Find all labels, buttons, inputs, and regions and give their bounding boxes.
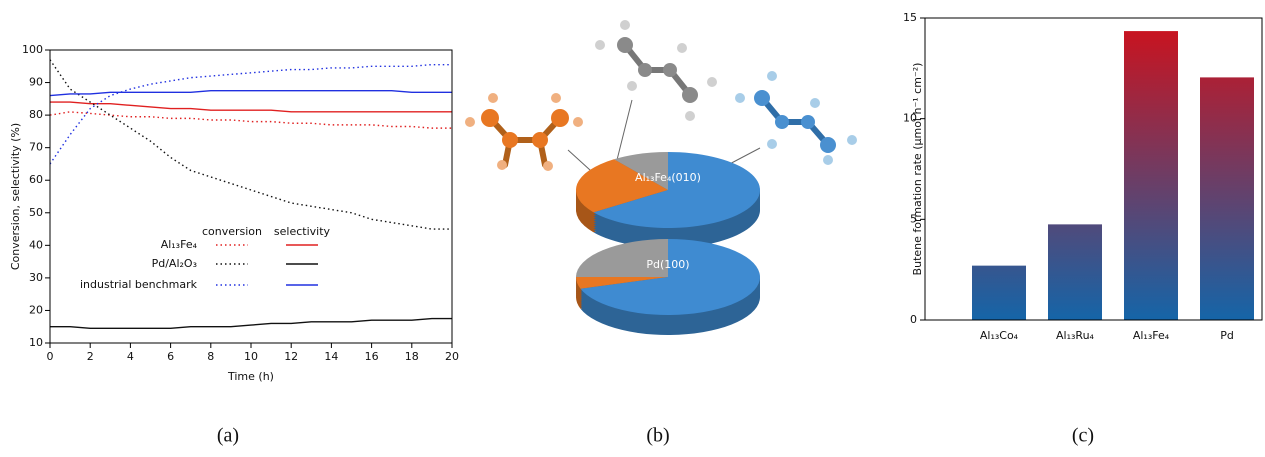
y-tick-label: 5 bbox=[910, 212, 917, 225]
pie-slice bbox=[613, 152, 668, 190]
bar bbox=[972, 265, 1026, 320]
plot-frame bbox=[49, 49, 453, 344]
x-tick-label: 12 bbox=[284, 350, 298, 363]
y-tick-label: 60 bbox=[29, 173, 43, 186]
y-tick-label: 0 bbox=[910, 313, 917, 326]
y-tick-label: 10 bbox=[903, 112, 917, 125]
pie-slice bbox=[580, 239, 760, 315]
y-axis-label: Butene formation rate (µmol h⁻¹ cm⁻²) bbox=[911, 63, 924, 276]
panel-caption: (c) bbox=[1072, 425, 1094, 447]
legend-header: conversion bbox=[202, 225, 262, 238]
bar bbox=[1048, 224, 1102, 320]
y-tick-label: 40 bbox=[29, 238, 43, 251]
legend-label: Pd/Al₂O₃ bbox=[152, 257, 197, 270]
pie-slice bbox=[576, 159, 668, 213]
y-tick-label: 100 bbox=[22, 43, 43, 56]
y-tick-label: 20 bbox=[29, 303, 43, 316]
pie-slice bbox=[593, 152, 760, 229]
x-tick-label: 8 bbox=[207, 350, 214, 363]
molecules bbox=[465, 20, 857, 191]
x-tick-label: 2 bbox=[87, 350, 94, 363]
y-tick-label: 70 bbox=[29, 141, 43, 154]
pie-slice bbox=[576, 239, 668, 277]
y-tick-label: 90 bbox=[29, 76, 43, 89]
series-line bbox=[50, 317, 452, 330]
x-tick-label: 0 bbox=[47, 350, 54, 363]
series-line bbox=[49, 111, 452, 129]
x-tick-label: 16 bbox=[365, 350, 379, 363]
x-axis-label: Time (h) bbox=[227, 370, 274, 383]
x-tick-label: 18 bbox=[405, 350, 419, 363]
x-tick-label: Al₁₃Co₄ bbox=[980, 329, 1019, 342]
y-axis-label: Conversion, selectivity (%) bbox=[9, 123, 22, 270]
series-line bbox=[49, 89, 452, 97]
pie-label: Pd(100) bbox=[646, 258, 689, 271]
y-tick-label: 10 bbox=[29, 336, 43, 349]
bar bbox=[1124, 31, 1178, 320]
series-line bbox=[49, 63, 452, 165]
series-line bbox=[50, 101, 452, 113]
legend-header: selectivity bbox=[274, 225, 331, 238]
plot-frame bbox=[924, 17, 1263, 321]
panel-caption: (b) bbox=[646, 425, 669, 447]
x-tick-label: 14 bbox=[324, 350, 338, 363]
y-tick-label: 15 bbox=[903, 11, 917, 24]
bar bbox=[1200, 77, 1254, 320]
x-tick-label: Pd bbox=[1220, 329, 1234, 342]
y-tick-label: 30 bbox=[29, 271, 43, 284]
y-tick-label: 80 bbox=[29, 108, 43, 121]
pie-label: Al₁₃Fe₄(010) bbox=[635, 171, 701, 184]
x-tick-label: 6 bbox=[167, 350, 174, 363]
legend-label: industrial benchmark bbox=[80, 278, 198, 291]
y-tick-label: 50 bbox=[29, 206, 43, 219]
x-tick-label: 10 bbox=[244, 350, 258, 363]
panel-caption: (a) bbox=[217, 425, 239, 447]
legend-label: Al₁₃Fe₄ bbox=[161, 238, 198, 251]
series-line bbox=[49, 59, 452, 230]
pie-slice bbox=[576, 277, 668, 289]
x-tick-label: Al₁₃Fe₄ bbox=[1133, 329, 1170, 342]
x-tick-label: 20 bbox=[445, 350, 459, 363]
x-tick-label: Al₁₃Ru₄ bbox=[1056, 329, 1095, 342]
x-tick-label: 4 bbox=[127, 350, 134, 363]
